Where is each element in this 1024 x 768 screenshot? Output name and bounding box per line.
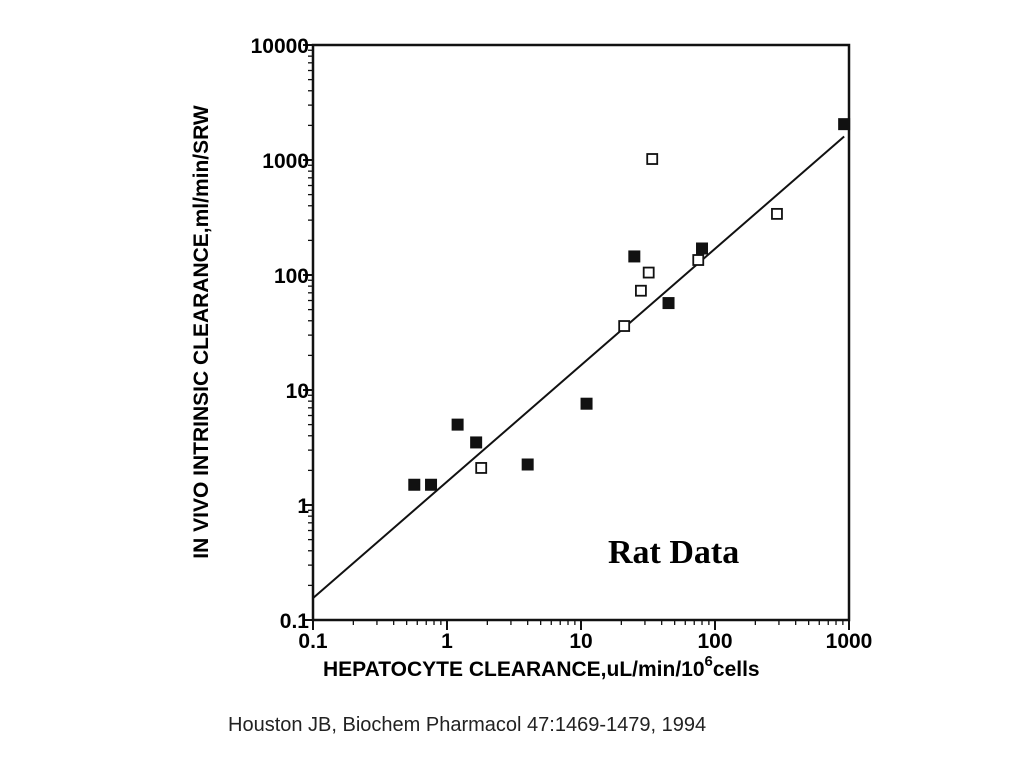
rat-data-annotation: Rat Data xyxy=(608,534,739,571)
x-tick-label: 1000 xyxy=(826,630,873,653)
y-tick-label: 0.1 xyxy=(280,610,310,633)
y-tick-label: 1 xyxy=(297,495,309,518)
filled-square-point xyxy=(408,478,421,491)
plot-frame xyxy=(311,43,851,622)
data-points xyxy=(408,118,851,491)
filled-square-point xyxy=(521,458,534,471)
y-tick-label: 10000 xyxy=(251,35,309,58)
x-axis-title-main: HEPATOCYTE CLEARANCE,uL/min/10 xyxy=(323,658,705,681)
x-axis-title-suffix: cells xyxy=(713,658,760,681)
open-square-point xyxy=(475,462,488,474)
x-tick-label: 10 xyxy=(569,630,592,653)
y-axis: 0.1 1 10 100 1000 10000 xyxy=(251,35,313,633)
y-tick-label: 1000 xyxy=(262,150,309,173)
x-tick-label: 100 xyxy=(697,630,732,653)
filled-square-point xyxy=(580,397,593,410)
x-tick-label: 0.1 xyxy=(298,630,328,653)
filled-square-point xyxy=(425,478,438,491)
open-square-point xyxy=(646,153,659,165)
x-axis-title: HEPATOCYTE CLEARANCE,uL/min/106cells xyxy=(323,653,760,681)
x-axis: 0.1 1 10 100 1000 xyxy=(298,620,872,653)
y-axis-title: IN VIVO INTRINSIC CLEARANCE,ml/min/SRW xyxy=(190,105,213,559)
filled-square-point xyxy=(470,436,483,449)
y-tick-label: 10 xyxy=(286,380,309,403)
y-tick-label: 100 xyxy=(274,265,309,288)
regression-line-group xyxy=(312,135,845,599)
filled-square-point xyxy=(696,242,709,255)
x-tick-label: 1 xyxy=(441,630,453,653)
open-square-point xyxy=(692,254,705,266)
filled-square-point xyxy=(628,250,641,263)
open-square-point xyxy=(635,284,647,297)
open-square-point xyxy=(642,266,655,279)
citation: Houston JB, Biochem Pharmacol 47:1469-14… xyxy=(228,714,707,736)
regression-line xyxy=(312,135,845,599)
filled-square-point xyxy=(662,297,675,310)
open-square-point xyxy=(771,207,783,220)
filled-square-point xyxy=(451,418,464,431)
open-square-point xyxy=(618,320,631,332)
filled-square-point xyxy=(838,118,851,131)
x-axis-title-superscript: 6 xyxy=(705,653,713,670)
